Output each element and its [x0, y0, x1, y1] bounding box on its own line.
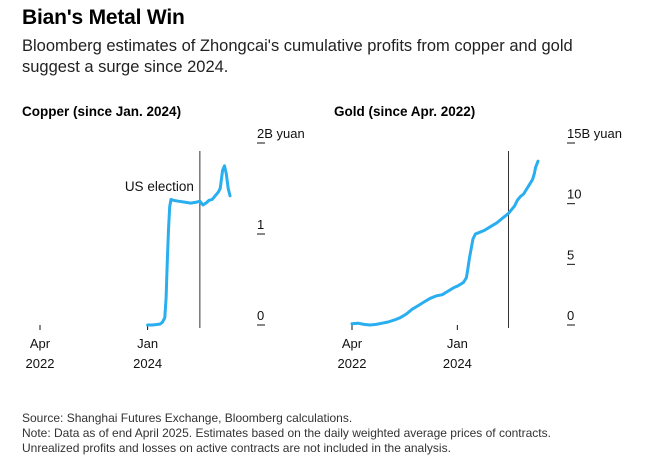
copper-x-tick-label: Apr [30, 336, 51, 351]
gold-x-tick-label: Apr [342, 336, 363, 351]
gold-y-tick-label: 5 [567, 247, 574, 262]
footer-note-2: Unrealized profits and losses on active … [22, 441, 451, 455]
gold-series-line [350, 159, 540, 327]
gold-x-tick-year: 2022 [338, 356, 367, 371]
footer-source: Source: Shanghai Futures Exchange, Bloom… [22, 411, 353, 425]
gold-x-tick-year: 2024 [443, 356, 472, 371]
copper-x-tick-label: Jan [137, 336, 158, 351]
chart-title: Bian's Metal Win [22, 6, 185, 29]
copper-x-tick-year: 2024 [133, 356, 162, 371]
copper-x-tick-year: 2022 [26, 356, 55, 371]
gold-chart: 15B yuan 10 5 0 Apr 2022 Jan 2024 [338, 126, 622, 371]
gold-y-tick-label: 15B yuan [567, 126, 622, 141]
footer-note-1: Note: Data as of end April 2025. Estimat… [22, 426, 551, 440]
gold-y-tick-label: 10 [567, 187, 581, 202]
gold-x-tick-label: Jan [447, 336, 468, 351]
copper-y-tick-label: 2B yuan [257, 126, 305, 141]
copper-y-tick-label: 0 [257, 308, 264, 323]
copper-election-label: US election [125, 179, 194, 194]
copper-series-line [146, 164, 232, 327]
gold-panel-title: Gold (since Apr. 2022) [334, 104, 476, 119]
chart-subtitle: Bloomberg estimates of Zhongcai's cumula… [22, 37, 573, 76]
copper-chart: 2B yuan 1 0 Apr 2022 Jan 2024 US election [26, 126, 305, 371]
copper-panel-title: Copper (since Jan. 2024) [22, 104, 182, 119]
copper-y-tick-label: 1 [257, 217, 264, 232]
gold-y-tick-label: 0 [567, 308, 574, 323]
